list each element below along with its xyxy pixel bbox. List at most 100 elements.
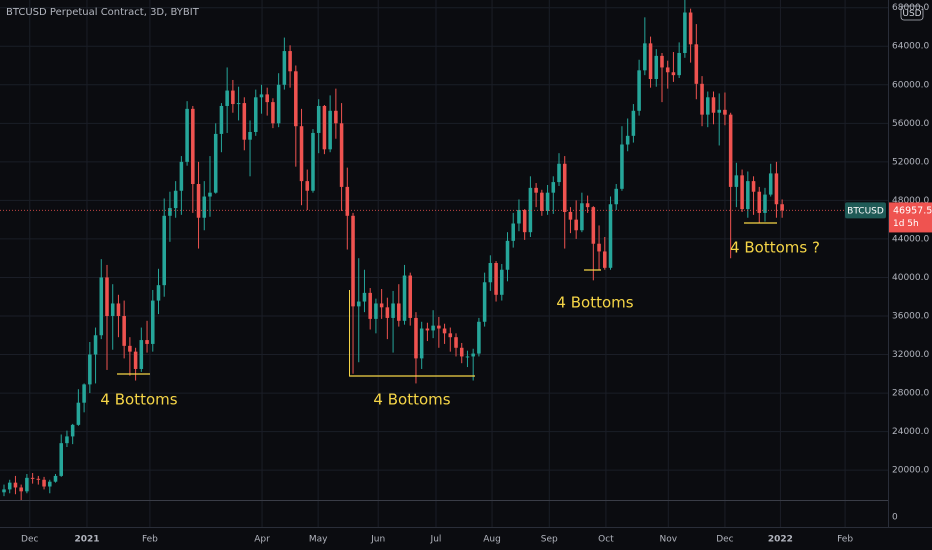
x-tick-label: Dec [21,535,38,545]
candle-body [150,300,155,344]
candle-body [614,188,618,205]
candle-body [236,103,241,105]
candle-body [660,55,664,68]
candle-body [334,110,338,124]
candle-body [339,123,344,187]
symbol-tag [845,202,886,219]
annotation: 4 Bottoms [556,294,633,312]
candle-body [648,43,653,79]
candle-body [196,184,201,218]
candle-body [36,478,41,480]
candle-body [746,181,750,210]
candle-body [65,436,69,444]
candle-body [751,181,756,192]
candle-body [179,161,184,191]
candle-body [768,173,773,195]
y-tick-label: 52000.0 [892,157,929,167]
candle-body [654,55,659,79]
candle-body [511,223,516,241]
x-tick-label: Jun [370,535,385,545]
x-tick-label: 2021 [74,535,99,545]
candle-body [694,44,699,84]
candle-body [431,325,435,331]
candle-body [528,187,533,233]
candle-body [534,187,538,193]
candle-body [116,303,121,316]
candle-body [494,263,498,295]
candle-body [288,51,292,72]
y-tick-label: 40000.0 [892,273,929,283]
candle-body [408,275,413,318]
candle-body [459,347,464,357]
candle-body [30,477,35,479]
candle-body [385,307,390,318]
candle-body [522,210,527,233]
candle-body [631,110,636,136]
candle-body [574,219,578,231]
x-tick-label: Feb [837,535,853,545]
candle-body [402,275,407,321]
candle-body [397,303,401,321]
last-price-label: 46957.5 [893,205,932,216]
candle-body [93,335,98,355]
x-tick-label: May [309,535,328,545]
y-tick-label: 0 [892,513,898,523]
y-tick-label: 60000.0 [892,80,929,90]
candle-body [105,277,109,316]
candle-body [471,353,475,357]
candle-body [265,94,269,103]
candle-body [248,131,252,140]
y-tick-label: 44000.0 [892,234,929,244]
x-tick-label: Aug [483,535,501,545]
candle-body [311,132,315,191]
y-tick-label: 24000.0 [892,427,929,437]
candle-body [168,208,172,216]
candle-body [517,210,521,224]
candle-body [700,83,704,115]
candle-body [425,328,430,331]
candle-body [191,108,195,185]
candle-body [242,103,247,140]
candle-body [253,97,258,132]
candle-body [643,43,647,71]
candle-body [637,70,641,111]
candle-body [379,303,384,308]
candle-body [271,102,275,124]
candle-body [13,482,18,488]
candle-body [419,328,424,359]
x-tick-label: Nov [659,535,677,545]
y-tick-label: 68000.0 [892,3,929,13]
candle-body [454,337,458,348]
x-tick-label: Sep [541,535,558,545]
currency-badge[interactable] [900,5,924,21]
candle-body [145,340,149,344]
candles [2,0,784,500]
candle-body [620,144,624,189]
candle-body [202,196,207,218]
candle-body [88,354,92,385]
candle-body [551,182,556,193]
candle-body [603,251,607,268]
candle-body [414,317,418,359]
candle-body [213,133,218,193]
candle-body [282,51,287,85]
candle-body [757,191,762,213]
candle-body [2,489,6,493]
currency-label[interactable]: USD [902,9,921,19]
y-tick-label: 36000.0 [892,311,929,321]
annotation: 4 Bottoms [100,391,177,409]
candle-body [82,384,86,403]
candle-body [442,328,447,334]
candle-body [299,126,304,182]
grid [0,0,888,527]
candle-body [482,282,487,322]
candle-body [70,424,75,437]
candle-body [219,105,224,134]
candle-body [53,475,58,482]
chart-title: BTCUSD Perpetual Contract, 3D, BYBIT [6,7,200,18]
candle-body [25,477,29,492]
annotation: 4 Bottoms [373,391,450,409]
candle-body [477,321,481,354]
